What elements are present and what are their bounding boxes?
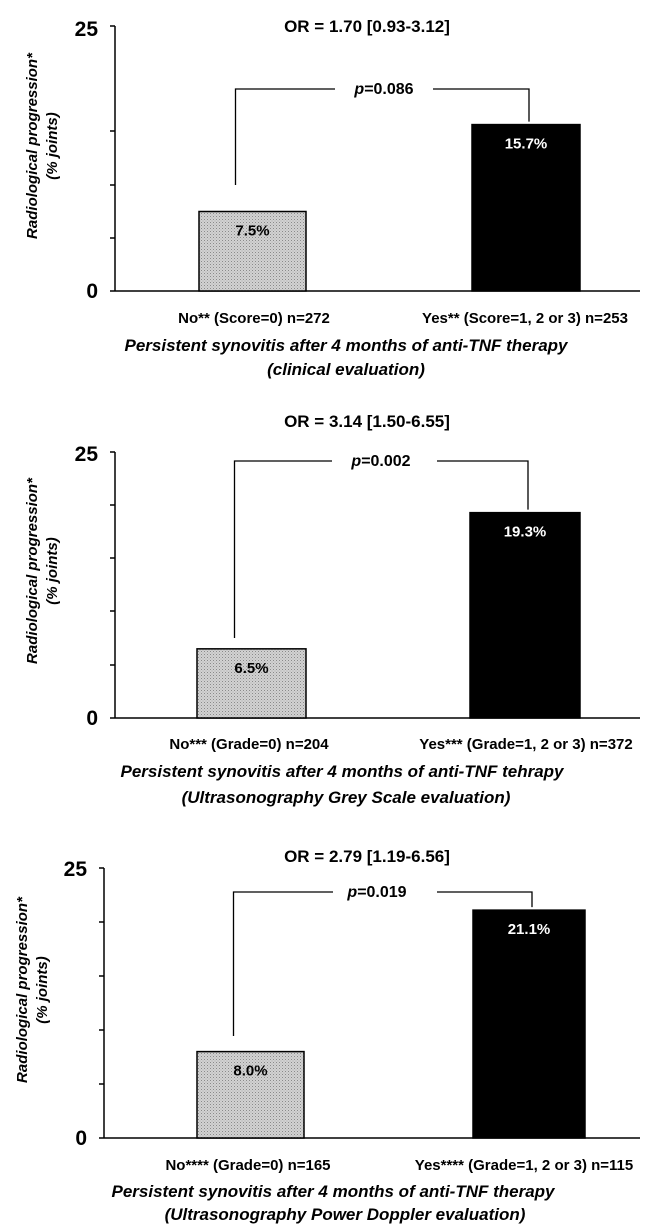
y-axis-label-unit: (% joints)	[44, 537, 61, 605]
y-tick-label-0: 0	[86, 280, 98, 303]
p-value-symbol: p	[350, 453, 361, 470]
y-tick-label-0: 0	[75, 1127, 87, 1150]
chart-panel-3: OR = 2.79 [1.19-6.56] 25 0 Radiological pro…	[14, 847, 640, 1224]
p-value-number: =0.086	[364, 81, 413, 98]
x-category-label: No**** (Grade=0) n=165	[165, 1157, 330, 1174]
bar-yes	[469, 511, 581, 719]
odds-ratio-title: OR = 3.14 [1.50-6.55]	[284, 412, 450, 431]
p-value-symbol: p	[353, 81, 364, 98]
bar-value-label: 6.5%	[234, 660, 268, 677]
y-axis-label: Radiological progression*	[24, 52, 41, 239]
odds-ratio-title: OR = 2.79 [1.19-6.56]	[284, 847, 450, 866]
bar-value-label: 15.7%	[505, 136, 548, 153]
y-axis-label: Radiological progression*	[24, 477, 41, 664]
significance-bracket	[233, 460, 529, 638]
y-axis-label: Radiological progression*	[14, 896, 31, 1083]
odds-ratio-title: OR = 1.70 [0.93-3.12]	[284, 17, 450, 36]
y-axis-label-unit: (% joints)	[34, 956, 51, 1024]
bar-no	[196, 1050, 305, 1139]
bar-value-label: 7.5%	[235, 223, 269, 240]
p-value-symbol: p	[346, 884, 357, 901]
bar-yes	[471, 123, 581, 292]
bar-value-label: 21.1%	[508, 921, 551, 938]
x-category-label: No** (Score=0) n=272	[178, 310, 330, 327]
bar-value-label: 19.3%	[504, 524, 547, 541]
bar-no	[196, 648, 307, 719]
chart-panel-2: OR = 3.14 [1.50-6.55] 25 0 Radiological pro…	[24, 412, 640, 807]
x-axis-label-subtitle: (clinical evaluation)	[267, 360, 425, 379]
p-value-label: p=0.019	[346, 884, 406, 901]
x-category-label: Yes*** (Grade=1, 2 or 3) n=372	[419, 736, 632, 753]
bar-no	[198, 210, 307, 292]
significance-bracket	[232, 891, 533, 1036]
y-tick-label-0: 0	[86, 707, 98, 730]
x-axis-label-subtitle: (Ultrasonography Grey Scale evaluation)	[182, 788, 511, 807]
bar-yes	[472, 909, 586, 1139]
x-axis-label-subtitle: (Ultrasonography Power Doppler evaluatio…	[165, 1205, 526, 1224]
y-tick-label-25: 25	[75, 18, 99, 41]
x-category-label: Yes**** (Grade=1, 2 or 3) n=115	[415, 1157, 633, 1174]
y-axis-label-unit: (% joints)	[44, 112, 61, 180]
chart-panel-1: OR = 1.70 [0.93-3.12] 25 0 Radiological pro…	[24, 17, 640, 379]
p-value-label: p=0.002	[350, 453, 410, 470]
p-value-number: =0.002	[361, 453, 410, 470]
p-value-number: =0.019	[357, 884, 406, 901]
p-value-label: p=0.086	[353, 81, 413, 98]
x-category-label: Yes** (Score=1, 2 or 3) n=253	[422, 310, 628, 327]
significance-bracket	[234, 88, 530, 185]
x-axis-label: Persistent synovitis after 4 months of a…	[111, 1182, 556, 1201]
y-tick-label-25: 25	[64, 858, 88, 881]
x-category-label: No*** (Grade=0) n=204	[169, 736, 329, 753]
bar-value-label: 8.0%	[233, 1063, 267, 1080]
x-axis-label: Persistent synovitis after 4 months of a…	[124, 336, 569, 355]
y-tick-label-25: 25	[75, 443, 99, 466]
x-axis-label: Persistent synovitis after 4 months of a…	[120, 762, 565, 781]
